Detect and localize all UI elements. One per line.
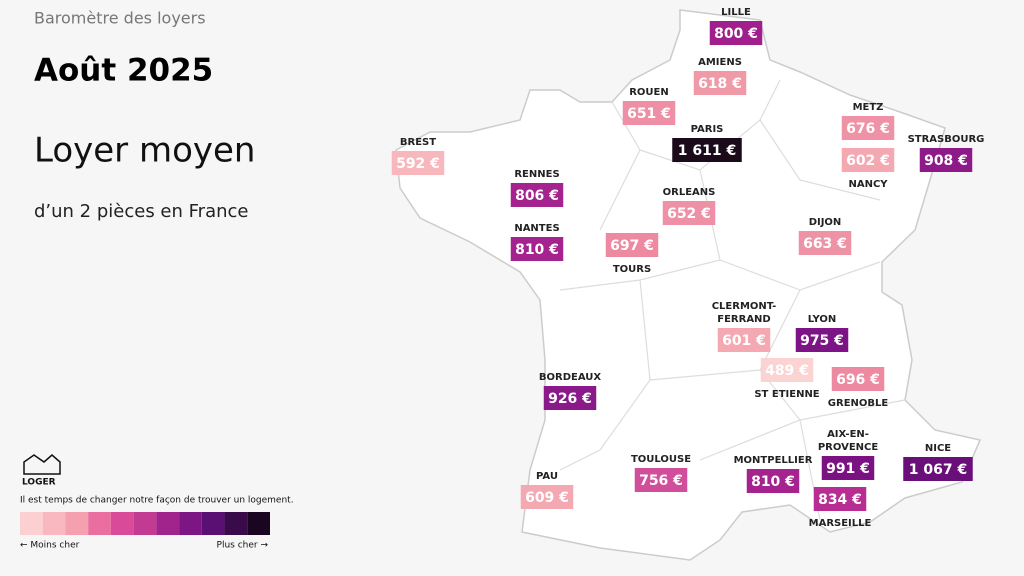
price-box [510, 237, 564, 261]
price-box [391, 151, 445, 175]
legend-swatch [224, 512, 248, 535]
price: 908 € [924, 153, 968, 169]
city-label: ROUEN [629, 87, 669, 98]
price: 489 € [765, 363, 809, 379]
price-box [760, 358, 814, 382]
legend-swatch [179, 512, 202, 535]
price: 756 € [639, 473, 683, 489]
brand-logo [23, 454, 61, 475]
price: 1 067 € [909, 462, 967, 478]
legend-swatch [20, 512, 43, 535]
price-box [841, 116, 895, 140]
price-box [795, 328, 849, 352]
legend-swatch [110, 512, 134, 535]
city-label: LILLE [721, 7, 751, 18]
price: 696 € [836, 372, 880, 388]
price-box [813, 487, 867, 511]
price: 806 € [515, 188, 559, 204]
price: 609 € [525, 490, 569, 506]
city-label: TOURS [613, 264, 651, 275]
city-label: GRENOBLE [828, 398, 889, 409]
price-box [634, 468, 688, 492]
price-box [903, 457, 973, 481]
city-label: PARIS [691, 124, 724, 135]
city-label: NANTES [514, 223, 559, 234]
city-label: BORDEAUX [539, 372, 602, 383]
price-box [841, 148, 895, 172]
legend-low: ← Moins cher [20, 541, 80, 551]
brand-name: LOGER [22, 478, 56, 488]
city-label: AMIENS [698, 57, 742, 68]
legend-swatch [247, 512, 270, 535]
subtitle: d’un 2 pièces en France [34, 201, 249, 222]
price-box [798, 231, 852, 255]
city-label: LYON [808, 314, 837, 325]
brand-tagline: Il est temps de changer notre façon de t… [20, 496, 294, 506]
city-label: ST ETIENNE [754, 389, 819, 400]
price: 663 € [803, 236, 847, 252]
city-label: BREST [400, 137, 436, 148]
price-box [543, 386, 597, 410]
price-box [746, 469, 800, 493]
city-label: PROVENCE [818, 442, 879, 453]
price: 618 € [698, 76, 742, 92]
price: 652 € [667, 206, 711, 222]
city-label: NICE [925, 443, 951, 454]
price: 676 € [846, 121, 890, 137]
city-label: CLERMONT- [712, 301, 777, 312]
kicker: Baromètre des loyers [34, 9, 206, 28]
city-label: DIJON [809, 217, 842, 228]
title: Loyer moyen [34, 131, 255, 171]
price-box [672, 138, 742, 162]
price-box [605, 233, 659, 257]
city-label: PAU [536, 471, 558, 482]
legend-swatch [201, 512, 225, 535]
city-label: MARSEILLE [809, 518, 872, 529]
date: Août 2025 [34, 53, 213, 89]
city-label: FERRAND [717, 314, 770, 325]
price-box [831, 367, 885, 391]
price: 834 € [818, 492, 862, 508]
city-label: ORLEANS [663, 187, 716, 198]
legend-swatch [65, 512, 89, 535]
price: 697 € [610, 238, 654, 254]
price: 592 € [396, 156, 440, 172]
legend-swatch [133, 512, 157, 535]
legend-high: Plus cher → [217, 541, 269, 551]
price: 926 € [548, 391, 592, 407]
france-map [395, 9, 982, 561]
city-label: TOULOUSE [631, 454, 691, 465]
city-label: MONTPELLIER [734, 455, 813, 466]
legend-swatch [156, 512, 180, 535]
price-box [919, 148, 973, 172]
legend-swatch [42, 512, 66, 535]
price-box [622, 101, 676, 125]
price: 975 € [800, 333, 844, 349]
price: 651 € [627, 106, 671, 122]
city-label: NANCY [848, 179, 888, 190]
city-label: AIX-EN- [827, 429, 869, 440]
price-box [693, 71, 747, 95]
price: 810 € [515, 242, 559, 258]
city-label: METZ [853, 102, 884, 113]
price: 1 611 € [678, 143, 736, 159]
city-label: STRASBOURG [908, 134, 985, 145]
price-box [821, 456, 875, 480]
price-box [520, 485, 574, 509]
city-label: RENNES [514, 169, 559, 180]
price: 601 € [722, 333, 766, 349]
legend-swatch [88, 512, 111, 535]
price: 810 € [751, 474, 795, 490]
price-box [709, 21, 763, 45]
price: 991 € [826, 461, 870, 477]
price-box [717, 328, 771, 352]
price: 800 € [714, 26, 758, 42]
price-box [510, 183, 564, 207]
price-box [662, 201, 716, 225]
price: 602 € [846, 153, 890, 169]
